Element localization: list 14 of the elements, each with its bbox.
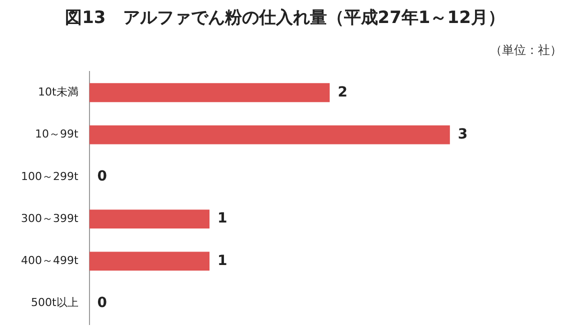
data-label: 0 [97,168,108,185]
y-tick-label: 10～99t [34,128,79,141]
y-tick-label: 10t未満 [38,86,78,99]
chart-title: 図13 アルファでん粉の仕入れ量（平成27年1～12月） [64,7,506,29]
data-label: 1 [218,210,228,227]
y-tick-label: 100～299t [20,170,79,183]
y-tick-label: 500t以上 [30,296,78,310]
text: （単位：社） [490,42,562,59]
data-label: 3 [458,126,468,142]
y-tick-label: 300～399t [20,212,79,225]
data-label: 1 [218,252,228,269]
data-label: 2 [338,84,348,100]
data-label: 0 [97,294,108,311]
y-tick-label: 400～499t [20,254,79,268]
